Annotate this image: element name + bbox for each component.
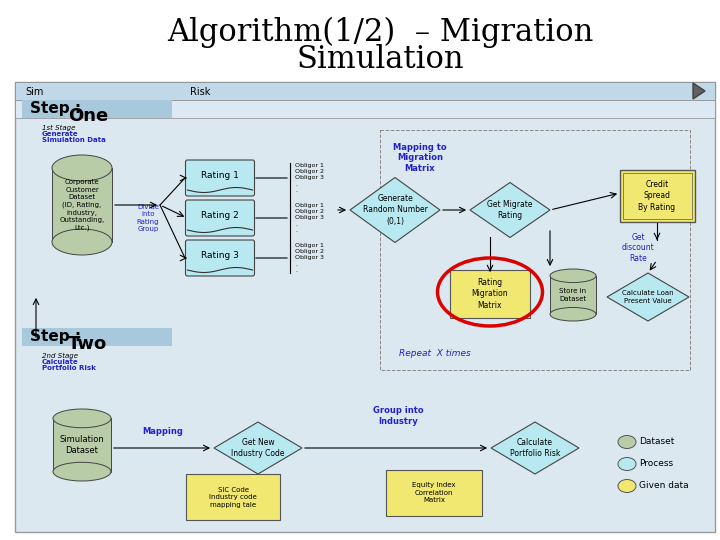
Ellipse shape bbox=[52, 229, 112, 255]
Text: Generate: Generate bbox=[42, 131, 78, 137]
Polygon shape bbox=[470, 183, 550, 238]
Text: Rating
Migration
Matrix: Rating Migration Matrix bbox=[472, 279, 508, 309]
Text: Divide
into
Rating
Group: Divide into Rating Group bbox=[137, 204, 159, 232]
Text: Simulation Data: Simulation Data bbox=[42, 137, 106, 143]
Ellipse shape bbox=[53, 409, 111, 428]
Text: Calculate
Portfolio Risk: Calculate Portfolio Risk bbox=[510, 438, 560, 458]
FancyBboxPatch shape bbox=[53, 418, 111, 471]
Polygon shape bbox=[607, 273, 689, 321]
FancyBboxPatch shape bbox=[186, 240, 254, 276]
Text: Corporate
Customer
Dataset
(ID, Rating,
industry,
Outstanding,
Ltc.): Corporate Customer Dataset (ID, Rating, … bbox=[59, 179, 104, 231]
Text: Two: Two bbox=[68, 335, 107, 353]
Ellipse shape bbox=[618, 435, 636, 449]
Text: Step :: Step : bbox=[30, 329, 81, 345]
Text: Obligor 1
Obligor 2
Obligor 3
.
.: Obligor 1 Obligor 2 Obligor 3 . . bbox=[295, 243, 324, 273]
FancyBboxPatch shape bbox=[450, 270, 530, 318]
Text: Sim: Sim bbox=[25, 87, 43, 97]
Text: Simulation
Dataset: Simulation Dataset bbox=[60, 435, 104, 455]
Ellipse shape bbox=[52, 155, 112, 181]
Text: Simulation: Simulation bbox=[296, 44, 464, 76]
Text: Rating 3: Rating 3 bbox=[201, 252, 239, 260]
Text: Rating 1: Rating 1 bbox=[201, 172, 239, 180]
Ellipse shape bbox=[618, 480, 636, 492]
Polygon shape bbox=[491, 422, 579, 474]
Ellipse shape bbox=[550, 269, 596, 282]
FancyBboxPatch shape bbox=[15, 82, 715, 100]
FancyBboxPatch shape bbox=[22, 328, 172, 346]
Text: Repeat  X times: Repeat X times bbox=[399, 348, 471, 357]
Text: Get Migrate
Rating: Get Migrate Rating bbox=[487, 200, 533, 220]
Ellipse shape bbox=[550, 307, 596, 321]
Ellipse shape bbox=[618, 457, 636, 470]
Text: Risk: Risk bbox=[190, 87, 210, 97]
Text: Given data: Given data bbox=[639, 482, 688, 490]
FancyBboxPatch shape bbox=[15, 82, 715, 532]
Ellipse shape bbox=[53, 462, 111, 481]
Text: Portfolio Risk: Portfolio Risk bbox=[42, 365, 96, 371]
Text: Group into
Industry: Group into Industry bbox=[373, 406, 423, 426]
Text: Dataset: Dataset bbox=[639, 437, 675, 447]
Text: Equity Index
Correlation
Matrix: Equity Index Correlation Matrix bbox=[413, 483, 456, 503]
FancyBboxPatch shape bbox=[52, 168, 112, 242]
Text: Obligor 1
Obligor 2
Obligor 3
.
.: Obligor 1 Obligor 2 Obligor 3 . . bbox=[295, 203, 324, 233]
FancyBboxPatch shape bbox=[186, 160, 254, 196]
Text: Get New
Industry Code: Get New Industry Code bbox=[231, 438, 284, 458]
Text: Step :: Step : bbox=[30, 102, 81, 117]
Text: Get
discount
Rate: Get discount Rate bbox=[621, 233, 654, 263]
Text: Obligor 1
Obligor 2
Obligor 3
.
.: Obligor 1 Obligor 2 Obligor 3 . . bbox=[295, 163, 324, 193]
Text: Calculate: Calculate bbox=[42, 359, 78, 365]
Text: Credit
Spread
By Rating: Credit Spread By Rating bbox=[639, 180, 675, 212]
Text: 2nd Stage: 2nd Stage bbox=[42, 353, 78, 359]
Text: SIC Code
Industry code
mapping tale: SIC Code Industry code mapping tale bbox=[209, 487, 257, 508]
Polygon shape bbox=[214, 422, 302, 474]
FancyBboxPatch shape bbox=[186, 474, 280, 520]
Text: Store in
Dataset: Store in Dataset bbox=[559, 288, 587, 302]
Polygon shape bbox=[693, 83, 705, 99]
FancyBboxPatch shape bbox=[550, 276, 596, 314]
FancyBboxPatch shape bbox=[386, 470, 482, 516]
Text: Process: Process bbox=[639, 460, 673, 469]
FancyBboxPatch shape bbox=[22, 100, 172, 118]
FancyBboxPatch shape bbox=[15, 100, 715, 118]
Text: Algorithm(1/2)  – Migration: Algorithm(1/2) – Migration bbox=[167, 16, 593, 48]
Polygon shape bbox=[350, 178, 440, 242]
Text: Mapping to
Migration
Matrix: Mapping to Migration Matrix bbox=[393, 143, 447, 173]
Text: Mapping: Mapping bbox=[143, 428, 184, 436]
Text: 1st Stage: 1st Stage bbox=[42, 125, 76, 131]
Text: One: One bbox=[68, 107, 108, 125]
FancyBboxPatch shape bbox=[186, 200, 254, 236]
Text: Rating 2: Rating 2 bbox=[201, 212, 239, 220]
Text: Calculate Loan
Present Value: Calculate Loan Present Value bbox=[622, 291, 674, 303]
Text: Generate
Random Number
(0,1): Generate Random Number (0,1) bbox=[363, 194, 428, 226]
FancyBboxPatch shape bbox=[620, 170, 695, 222]
FancyBboxPatch shape bbox=[623, 173, 692, 219]
